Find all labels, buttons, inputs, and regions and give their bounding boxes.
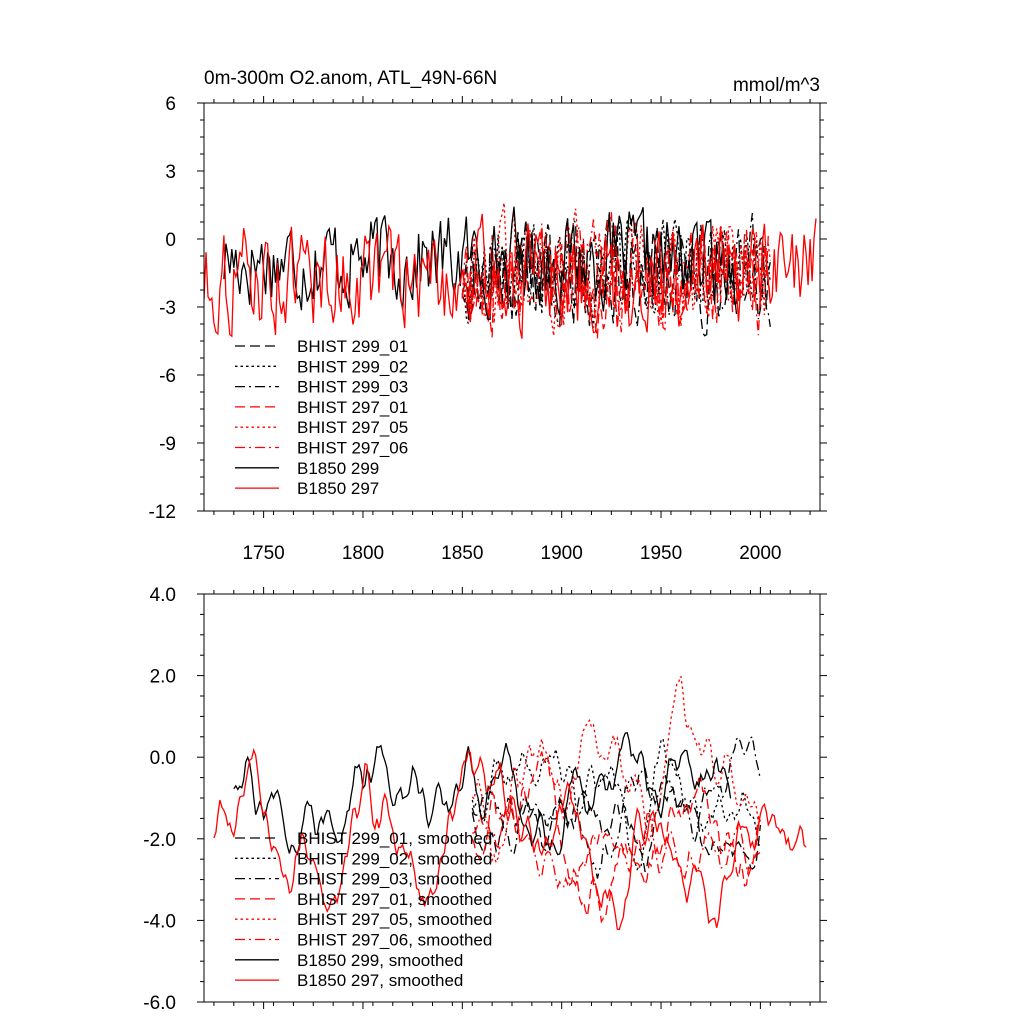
legend-label-4: BHIST 297_05 bbox=[297, 418, 408, 437]
chart-title: 0m-300m O2.anom, ATL_49N-66N bbox=[204, 68, 497, 89]
x-tick-label: 1800 bbox=[342, 543, 384, 564]
y-tick-label: 0 bbox=[165, 230, 176, 251]
y-tick-label: 4.0 bbox=[150, 585, 176, 606]
legend-label-3: BHIST 297_01, smoothed bbox=[297, 890, 492, 909]
legend-label-5: BHIST 297_06 bbox=[297, 439, 408, 458]
legend-label-1: BHIST 299_02 bbox=[297, 357, 408, 376]
y-tick-label: 2.0 bbox=[150, 667, 176, 688]
series-line-0 bbox=[471, 787, 762, 873]
series-line-7 bbox=[213, 747, 807, 931]
top-panel: 1750 1800 1850 1900 1950 2000 -12 -9 -6 -3 0 3 6 0m-3… bbox=[149, 68, 827, 564]
series-line-3 bbox=[471, 751, 762, 924]
legend-label-6: B1850 299 bbox=[297, 459, 379, 478]
x-tick-label: 2000 bbox=[739, 543, 781, 564]
series-line-4 bbox=[471, 675, 761, 865]
series-line-5 bbox=[472, 803, 761, 890]
y-tick-label: 6 bbox=[165, 94, 176, 115]
y-tick-label: -4.0 bbox=[143, 911, 176, 932]
y-tick-label: 0.0 bbox=[150, 748, 176, 769]
legend-label-4: BHIST 297_05, smoothed bbox=[297, 910, 492, 929]
legend-label-5: BHIST 297_06, smoothed bbox=[297, 931, 492, 950]
series-line-5 bbox=[461, 212, 771, 336]
legend-label-0: BHIST 299_01 bbox=[297, 337, 408, 356]
series-group bbox=[204, 202, 817, 339]
x-tick-label: 1850 bbox=[441, 543, 483, 564]
series-group bbox=[213, 675, 807, 931]
bottom-panel: -6.0 -4.0 -2.0 0.0 2.0 4.0 BHIST 299_01, smoot… bbox=[143, 585, 827, 1014]
series-line-7 bbox=[204, 213, 817, 339]
legend-label-2: BHIST 299_03 bbox=[297, 378, 408, 397]
x-tick-label: 1950 bbox=[640, 543, 682, 564]
y-tick-label: 3 bbox=[165, 162, 176, 183]
y-tick-label: -9 bbox=[159, 434, 176, 455]
legend-label-1: BHIST 299_02, smoothed bbox=[297, 849, 492, 868]
y-tick-label: -6.0 bbox=[143, 993, 176, 1014]
legend-label-7: B1850 297, smoothed bbox=[297, 971, 463, 990]
units-label: mmol/m^3 bbox=[733, 75, 820, 96]
x-tick-label: 1900 bbox=[541, 543, 583, 564]
y-tick-label: -2.0 bbox=[143, 830, 176, 851]
y-tick-label: -6 bbox=[159, 366, 176, 387]
legend-label-7: B1850 297 bbox=[297, 479, 379, 498]
series-line-2 bbox=[461, 212, 771, 327]
y-tick-label: -12 bbox=[149, 502, 176, 523]
legend-label-0: BHIST 299_01, smoothed bbox=[297, 829, 492, 848]
y-tick-label: -3 bbox=[159, 298, 176, 319]
legend-label-2: BHIST 299_03, smoothed bbox=[297, 870, 492, 889]
series-line-6 bbox=[233, 732, 732, 856]
legend-label-6: B1850 299, smoothed bbox=[297, 951, 463, 970]
x-tick-label: 1750 bbox=[242, 543, 284, 564]
legend-label-3: BHIST 297_01 bbox=[297, 398, 408, 417]
